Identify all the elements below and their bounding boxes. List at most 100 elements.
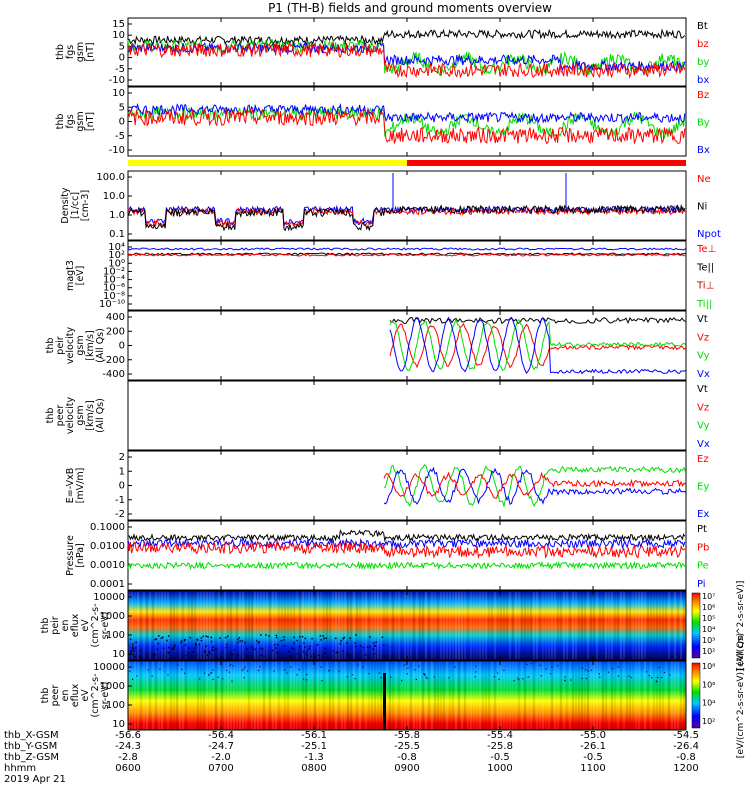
spectrogram-noise bbox=[581, 677, 583, 680]
spectrogram-streak bbox=[605, 661, 607, 730]
spectrogram-streak bbox=[200, 661, 202, 730]
spectrogram-streak bbox=[194, 661, 196, 730]
series-line bbox=[127, 41, 686, 73]
spectrogram-noise bbox=[230, 652, 232, 654]
spectrogram-noise bbox=[183, 639, 186, 642]
spectrogram-noise bbox=[305, 652, 307, 654]
x-axis-tick-label: -0.5 bbox=[490, 752, 510, 763]
spectrogram-noise bbox=[136, 675, 138, 677]
spectrogram-noise bbox=[530, 663, 533, 665]
spectrogram-streak bbox=[347, 661, 349, 730]
spectrogram-noise bbox=[658, 666, 660, 669]
spectrogram-noise bbox=[496, 672, 499, 674]
spectrogram-streak bbox=[680, 661, 682, 730]
spectrogram-streak bbox=[134, 661, 136, 730]
spectrogram-streak bbox=[461, 591, 463, 660]
spectrogram-streak bbox=[548, 661, 550, 730]
spectrogram-streak bbox=[596, 591, 598, 660]
spectrogram-streak bbox=[509, 661, 511, 730]
y-tick-label: 0.1 bbox=[109, 229, 125, 240]
spectrogram-streak bbox=[545, 661, 547, 730]
spectrogram-streak bbox=[383, 591, 385, 660]
spectrogram-streak bbox=[611, 591, 613, 660]
spectrogram-streak bbox=[317, 591, 319, 660]
y-axis-label: [km/s] bbox=[85, 400, 96, 430]
spectrogram-streak bbox=[572, 661, 574, 730]
spectrogram-streak bbox=[527, 661, 529, 730]
spectrogram-noise bbox=[375, 641, 377, 643]
spectrogram-streak bbox=[563, 591, 565, 660]
spectrogram-noise bbox=[322, 635, 324, 637]
y-axis-label: thb bbox=[40, 688, 51, 704]
spectrogram-streak bbox=[431, 661, 433, 730]
spectrogram-streak bbox=[503, 661, 505, 730]
spectrogram-streak bbox=[467, 591, 469, 660]
legend-entry: Vz bbox=[697, 402, 709, 413]
spectrogram-streak bbox=[455, 661, 457, 730]
spectrogram-noise bbox=[322, 655, 325, 658]
spectrogram-streak bbox=[224, 661, 226, 730]
spectrogram-streak bbox=[485, 661, 487, 730]
series-line bbox=[127, 41, 686, 79]
spectrogram-streak bbox=[440, 591, 442, 660]
y-axis-label: gsm bbox=[75, 335, 86, 355]
x-axis-tick-label: -55.0 bbox=[580, 730, 606, 741]
y-tick-label: 10² bbox=[108, 250, 125, 261]
legend-entry: Npot bbox=[697, 229, 721, 240]
spectrogram-streak bbox=[302, 661, 304, 730]
panel-peer-eflux: 10⁸ 10⁶ 10⁴ 10² [eV/(cm^2-s-sr-eV)] (All Qs)… bbox=[40, 633, 746, 758]
spectrogram-streak bbox=[509, 591, 511, 660]
spectrogram-noise bbox=[199, 678, 201, 680]
y-axis-label: gsm bbox=[75, 42, 86, 62]
spectrogram-noise bbox=[185, 654, 188, 657]
x-axis-tick-label: 0700 bbox=[208, 763, 233, 774]
panel-efield: 2 1 0 -1 -2 E=-VxB [mV/m] Ez Ey Ex bbox=[65, 450, 709, 521]
spectrogram-noise bbox=[316, 644, 319, 646]
spectrogram-noise bbox=[349, 654, 351, 657]
spectrogram-streak bbox=[494, 661, 496, 730]
spectrogram-streak bbox=[179, 591, 181, 660]
series-line bbox=[127, 203, 686, 232]
y-tick-label: 0 bbox=[119, 53, 125, 64]
y-axis-label: eV bbox=[80, 619, 91, 632]
spectrogram-streak bbox=[554, 591, 556, 660]
spectrogram-streak bbox=[239, 661, 241, 730]
spectrogram-streak bbox=[230, 591, 232, 660]
spectrogram-streak bbox=[329, 591, 331, 660]
spectrogram-streak bbox=[164, 591, 166, 660]
spectrogram-streak bbox=[410, 591, 412, 660]
spectrogram-streak bbox=[167, 591, 169, 660]
spectrogram-noise bbox=[308, 648, 310, 650]
y-axis-label: velocity bbox=[65, 397, 76, 435]
spectrogram-streak bbox=[410, 661, 412, 730]
spectrogram-streak bbox=[461, 661, 463, 730]
spectrogram-streak bbox=[242, 661, 244, 730]
spectrogram-noise bbox=[663, 671, 666, 674]
spectrogram-streak bbox=[551, 661, 553, 730]
spectrogram-streak bbox=[584, 661, 586, 730]
x-axis-tick-label: -54.5 bbox=[673, 730, 699, 741]
x-axis-tick-label: 0800 bbox=[301, 763, 326, 774]
spectrogram-noise bbox=[225, 646, 228, 649]
spectrogram-streak bbox=[176, 591, 178, 660]
spectrogram-noise bbox=[324, 647, 327, 650]
spectrogram-streak bbox=[536, 591, 538, 660]
colorbar-tick-label: 10⁷ bbox=[702, 592, 715, 601]
y-tick-label: -10 bbox=[109, 145, 125, 156]
legend-entry: Vx bbox=[697, 439, 710, 450]
y-axis-label: peir bbox=[55, 336, 66, 355]
spectrogram-streak bbox=[338, 591, 340, 660]
x-axis-tick-label: -56.4 bbox=[208, 730, 234, 741]
spectrogram-noise bbox=[425, 676, 427, 678]
y-tick-label: 10⁻⁶ bbox=[103, 283, 125, 294]
spectrogram-streak bbox=[149, 591, 151, 660]
spectrogram-streak bbox=[362, 591, 364, 660]
legend-entry: Te|| bbox=[696, 262, 714, 273]
spectrogram-streak bbox=[623, 661, 625, 730]
spectrogram-streak bbox=[209, 661, 211, 730]
spectrogram-noise bbox=[195, 642, 197, 645]
spectrogram-streak bbox=[644, 661, 646, 730]
spectrogram-streak bbox=[212, 661, 214, 730]
y-tick-label: -5 bbox=[115, 131, 125, 142]
spectrogram-streak bbox=[578, 661, 580, 730]
